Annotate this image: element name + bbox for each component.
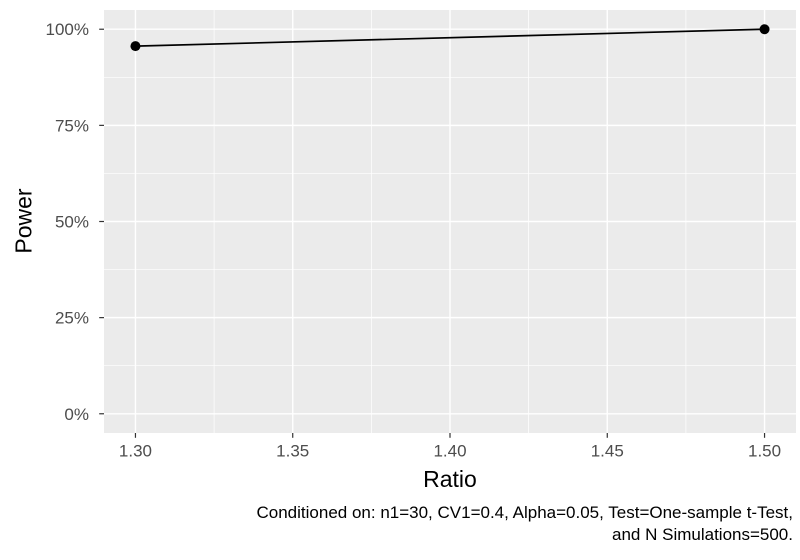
caption-line-2: and N Simulations=500. [612,525,793,544]
data-point [130,41,141,52]
y-tick-label: 50% [55,213,89,232]
x-axis-title: Ratio [423,466,477,492]
data-line [135,28,765,47]
y-tick-label: 75% [55,116,89,135]
x-tick-label: 1.30 [119,442,152,461]
data-point [759,24,770,35]
x-tick-label: 1.45 [591,442,624,461]
caption-line-1: Conditioned on: n1=30, CV1=0.4, Alpha=0.… [256,503,794,522]
plot-caption: Conditioned on: n1=30, CV1=0.4, Alpha=0.… [257,502,794,546]
x-tick-label: 1.50 [748,442,781,461]
x-tick-label: 1.40 [433,442,466,461]
y-tick-label: 0% [64,405,89,424]
y-tick-label: 100% [46,20,89,39]
y-axis-title: Power [10,188,37,254]
y-tick-label: 25% [55,309,89,328]
x-tick-label: 1.35 [276,442,309,461]
